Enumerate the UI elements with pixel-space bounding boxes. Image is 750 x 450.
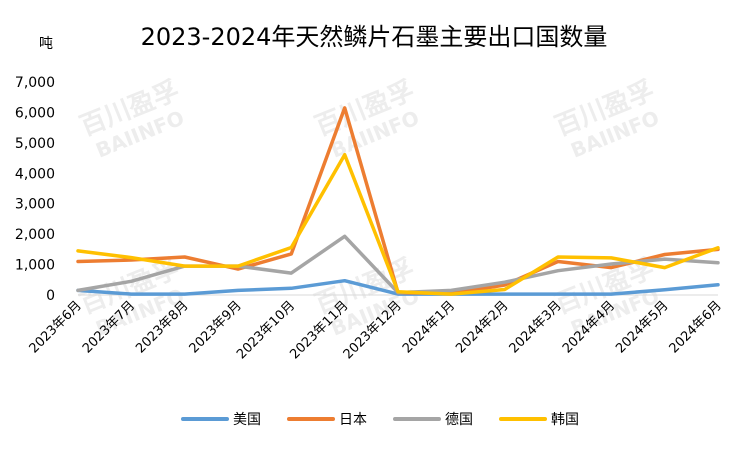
series-lines <box>76 106 720 296</box>
series-line <box>76 152 720 296</box>
y-tick-label: 3,000 <box>15 197 55 213</box>
y-tick-label: 2,000 <box>15 227 55 243</box>
x-tick-label: 2024年3月 <box>507 298 565 356</box>
legend-label: 韩国 <box>551 412 579 428</box>
y-tick-label: 7,000 <box>15 75 55 91</box>
y-tick-label: 6,000 <box>15 105 55 121</box>
y-tick-label: 4,000 <box>15 166 55 182</box>
y-tick-label: 5,000 <box>15 136 55 152</box>
y-tick-label: 1,000 <box>15 258 55 274</box>
x-tick-label: 2024年6月 <box>667 298 725 356</box>
x-tick-label: 2023年9月 <box>187 298 245 356</box>
y-tick-label: 0 <box>46 288 55 304</box>
legend: 美国 日本 德国 韩国 <box>181 412 579 428</box>
x-tick-label: 2023年6月 <box>27 298 85 356</box>
y-tick-labels: 0 1,000 2,000 3,000 4,000 5,000 6,000 7,000 <box>15 75 55 304</box>
chart-title: 2023-2024年天然鳞片石墨主要出口国数量 <box>141 23 608 51</box>
legend-label: 日本 <box>339 412 367 428</box>
x-tick-label: 2024年2月 <box>453 298 511 356</box>
legend-label: 德国 <box>445 412 473 428</box>
legend-label: 美国 <box>233 412 261 428</box>
y-axis-label: 吨 <box>39 36 53 52</box>
